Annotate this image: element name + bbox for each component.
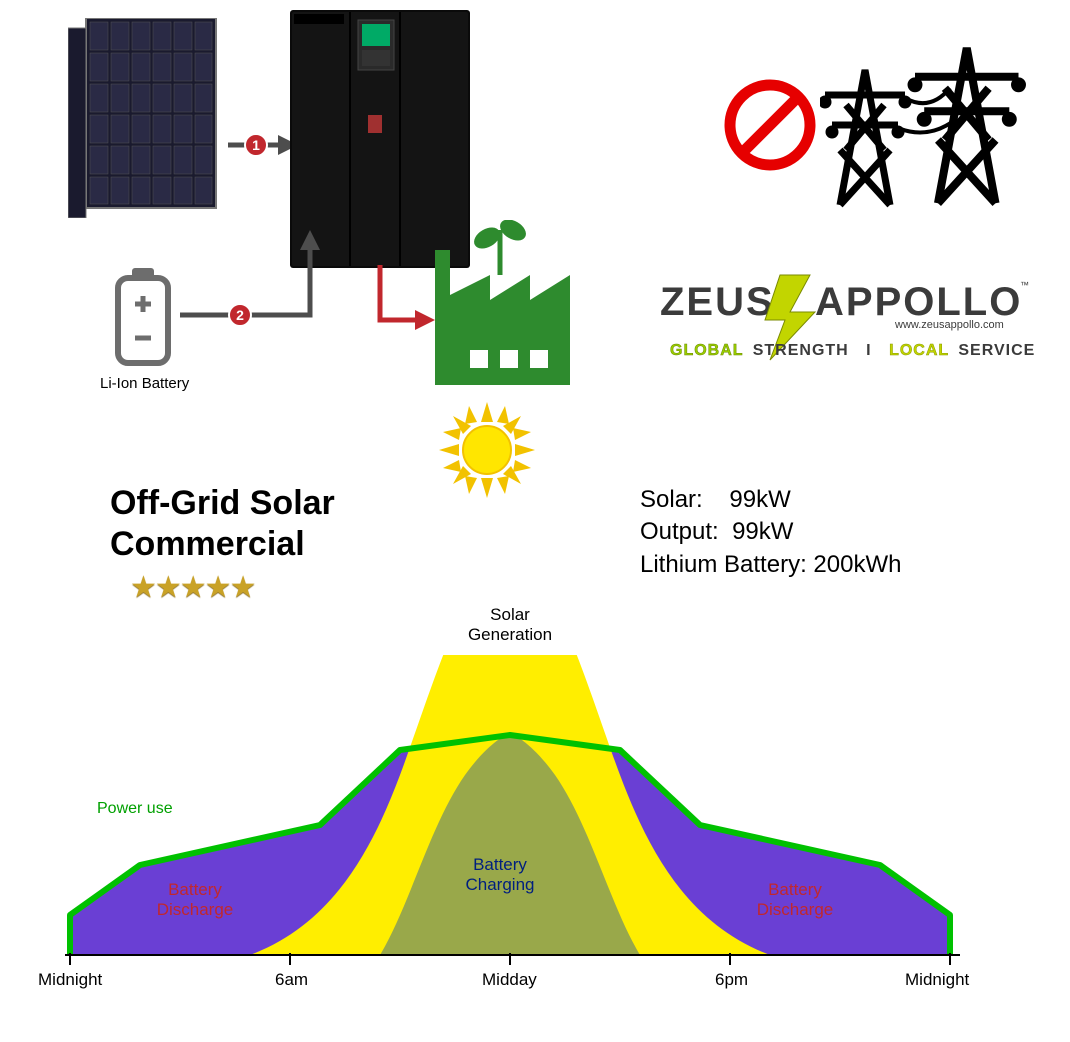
page-title: Off-Grid Solar Commercial <box>110 483 335 565</box>
solar-panels-icon <box>68 18 228 218</box>
axis-6am: 6am <box>275 970 308 990</box>
battery-label: Li-Ion Battery <box>100 375 189 392</box>
arrow-2 <box>180 225 340 325</box>
logo-url: www.zeusappollo.com <box>894 319 1004 331</box>
svg-text:GLOBAL STRENGTH I: GLOBAL STRENGTH I LOCAL SERVICE <box>670 342 1035 359</box>
axis-midday: Midday <box>482 970 537 990</box>
logo-zeus: ZEUS <box>660 280 775 324</box>
battery-icon <box>108 268 178 368</box>
power-towers-icon <box>820 40 1040 210</box>
sun-icon <box>437 400 537 500</box>
no-grid-icon <box>720 75 820 175</box>
label-solar-gen: SolarGeneration <box>450 605 570 645</box>
axis-6pm: 6pm <box>715 970 748 990</box>
factory-icon <box>415 220 575 390</box>
label-power-use: Power use <box>97 800 173 818</box>
label-battery-discharge-right: BatteryDischarge <box>735 880 855 920</box>
brand-logo: ZEUS APPOLLO ™ www.zeusappollo.com GLOBA… <box>660 270 1040 370</box>
step-1-badge: 1 <box>244 133 268 157</box>
stars-rating: ★★★★★ <box>130 570 254 605</box>
axis-midnight-2: Midnight <box>905 970 969 990</box>
specs-block: Solar: 99kW Output: 99kW Lithium Battery… <box>640 484 901 581</box>
energy-chart <box>50 655 970 1000</box>
axis-midnight-1: Midnight <box>38 970 102 990</box>
step-2-badge: 2 <box>228 303 252 327</box>
svg-text:™: ™ <box>1020 280 1029 290</box>
label-battery-charging: BatteryCharging <box>440 855 560 895</box>
logo-appollo: APPOLLO <box>815 280 1022 324</box>
label-battery-discharge-left: BatteryDischarge <box>135 880 255 920</box>
